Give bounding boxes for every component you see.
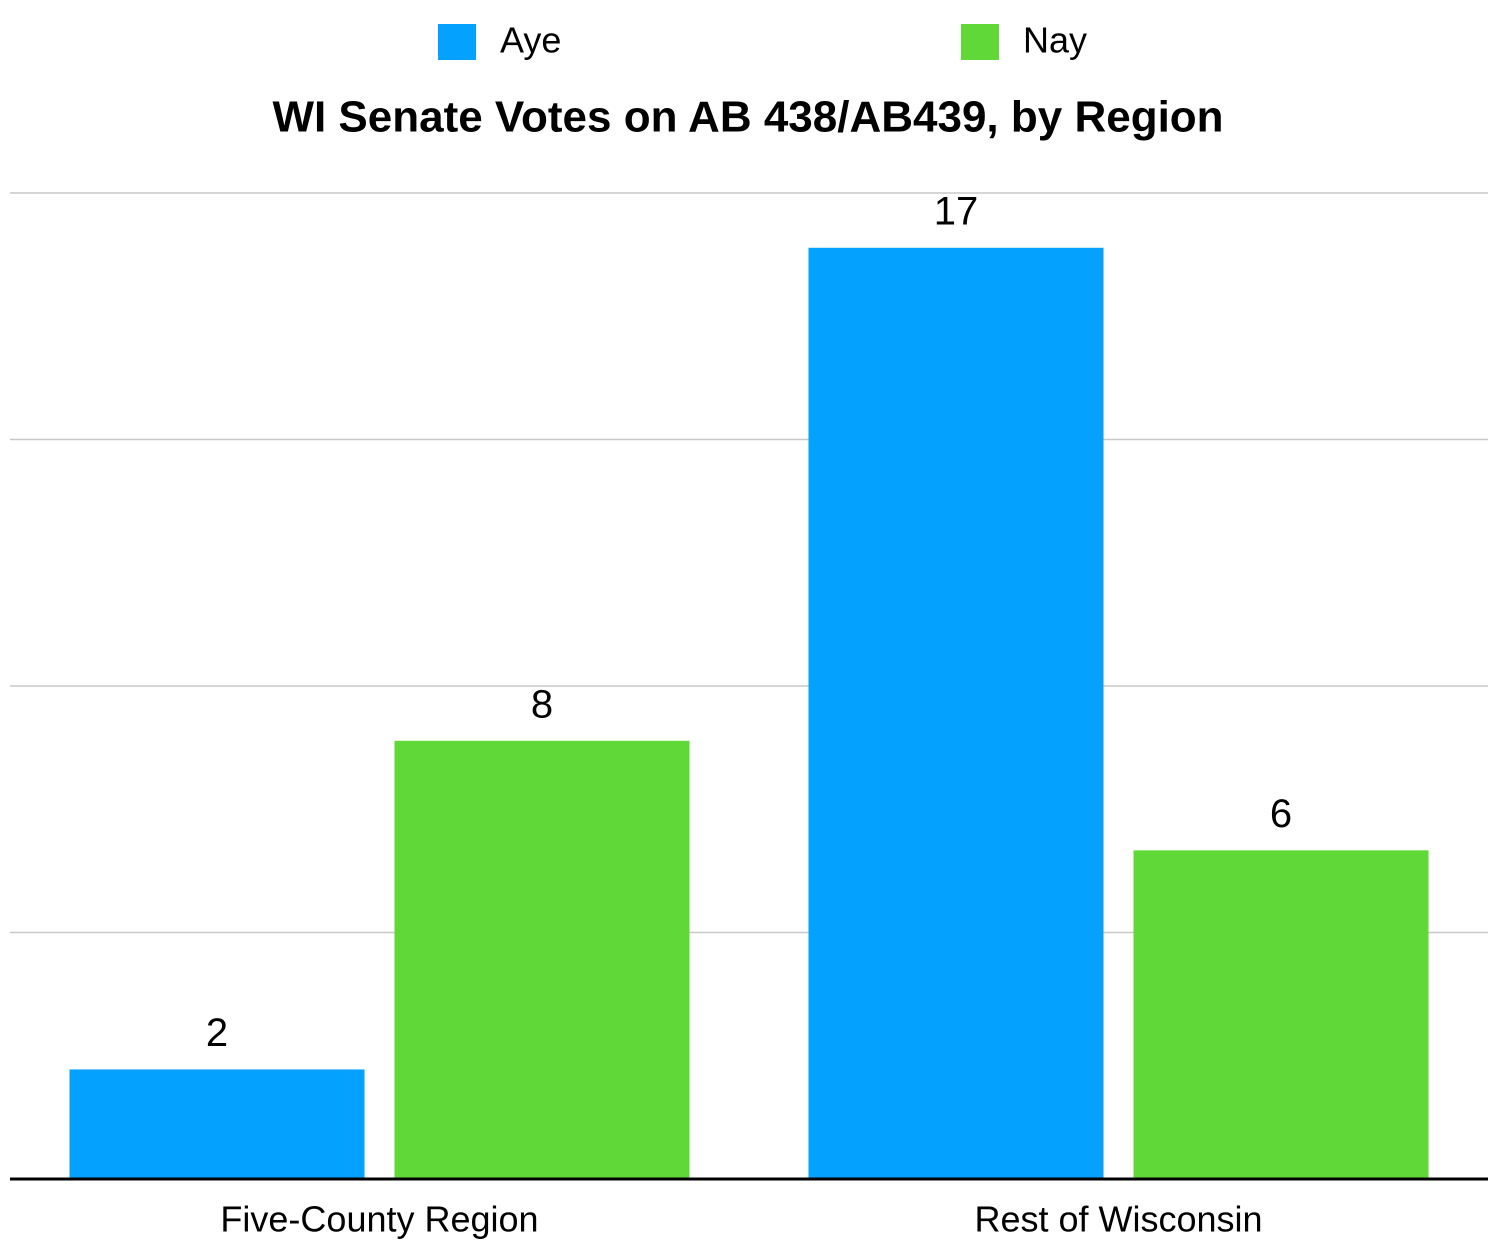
legend-label: Aye [500,20,561,61]
bar [394,740,690,1179]
x-tick-label: Five-County Region [220,1199,538,1240]
bar [69,1069,365,1179]
legend-label: Nay [1023,20,1087,61]
legend-swatch [961,24,999,60]
x-tick-label: Rest of Wisconsin [974,1199,1262,1240]
value-label: 8 [531,682,553,726]
value-label: 6 [1270,792,1292,836]
value-label: 17 [934,189,979,233]
bar [1133,850,1429,1179]
legend-swatch [438,24,476,60]
bar [808,247,1104,1179]
chart-title: WI Senate Votes on AB 438/AB439, by Regi… [272,93,1223,142]
value-label: 2 [206,1011,228,1055]
